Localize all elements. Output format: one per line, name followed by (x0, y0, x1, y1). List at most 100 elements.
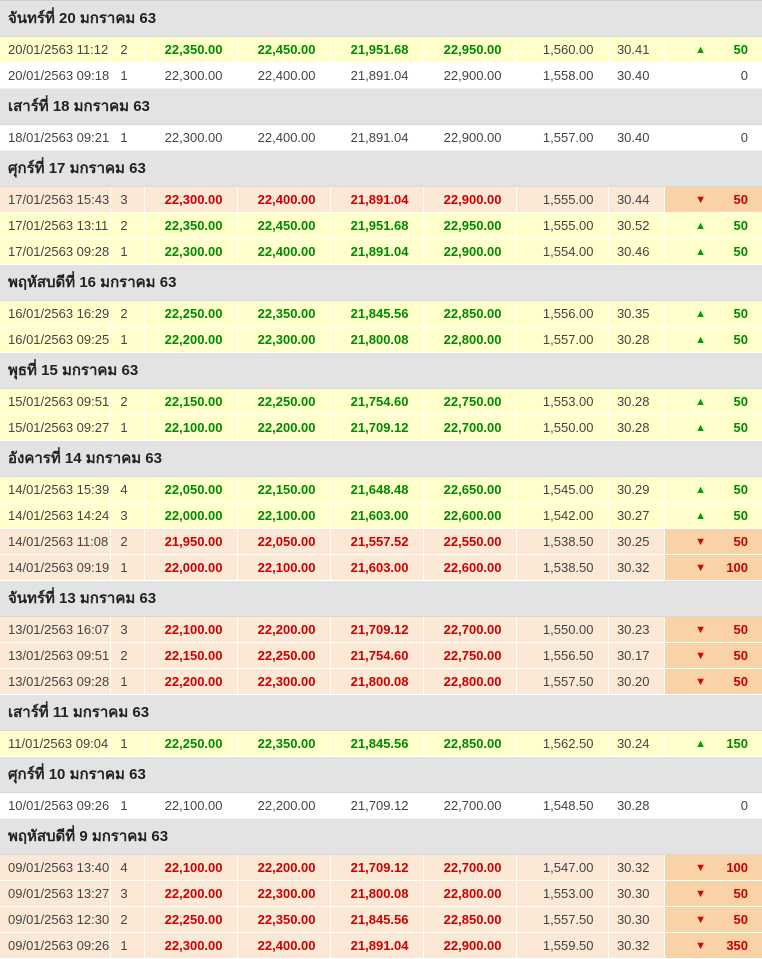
ornament-buy-price: 21,557.52 (330, 528, 424, 555)
price-row: 09/01/2563 13:40 4 22,100.00 22,200.00 21,70… (0, 854, 762, 881)
row-datetime: 10/01/2563 09:26 (0, 792, 111, 819)
date-group-label: พฤหัสบดีที่ 9 มกราคม 63 (0, 818, 762, 855)
gold-spot-value: 1,550.00 (516, 414, 609, 441)
bullion-buy-price: 22,350.00 (144, 36, 238, 63)
date-group-label: จันทร์ที่ 20 มกราคม 63 (0, 0, 762, 37)
change-cell: ▲ 50 (664, 388, 762, 415)
gold-spot-value: 1,538.50 (516, 554, 609, 581)
down-arrow-icon: ▼ (695, 676, 707, 688)
change-cell: ▼ 50 (664, 880, 762, 907)
change-cell: ▼ 350 (664, 932, 762, 959)
bullion-buy-price: 22,150.00 (144, 642, 238, 669)
price-row: 17/01/2563 15:43 3 22,300.00 22,400.00 21,89… (0, 186, 762, 213)
ornament-buy-price: 21,709.12 (330, 854, 424, 881)
bullion-buy-price: 22,200.00 (144, 326, 238, 353)
up-arrow-icon: ▲ (695, 308, 707, 320)
gold-spot-value: 1,557.50 (516, 906, 609, 933)
ornament-buy-price: 21,891.04 (330, 186, 424, 213)
gold-spot-value: 1,556.00 (516, 300, 609, 327)
row-sequence-number: 1 (110, 554, 145, 581)
change-cell: ▼ 50 (664, 668, 762, 695)
change-value: 50 (733, 482, 749, 497)
exchange-rate-value: 30.28 (608, 414, 665, 441)
bullion-sell-price: 22,400.00 (237, 238, 331, 265)
price-row: 09/01/2563 12:30 2 22,250.00 22,350.00 21,84… (0, 906, 762, 933)
row-datetime: 14/01/2563 11:08 (0, 528, 111, 555)
change-value: 50 (733, 912, 749, 927)
bullion-buy-price: 22,300.00 (144, 238, 238, 265)
row-datetime: 15/01/2563 09:27 (0, 414, 111, 441)
row-datetime: 20/01/2563 11:12 (0, 36, 111, 63)
change-value: 50 (733, 394, 749, 409)
row-datetime: 09/01/2563 13:27 (0, 880, 111, 907)
bullion-sell-price: 22,300.00 (237, 668, 331, 695)
date-group-header: พฤหัสบดีที่ 16 มกราคม 63 (0, 264, 762, 301)
gold-spot-value: 1,555.00 (516, 186, 609, 213)
date-group-label: พฤหัสบดีที่ 16 มกราคม 63 (0, 264, 762, 301)
ornament-buy-price: 21,951.68 (330, 36, 424, 63)
ornament-sell-price: 22,850.00 (423, 730, 517, 757)
ornament-sell-price: 22,750.00 (423, 388, 517, 415)
price-row: 10/01/2563 09:26 1 22,100.00 22,200.00 21,70… (0, 792, 762, 819)
bullion-sell-price: 22,350.00 (237, 300, 331, 327)
row-datetime: 14/01/2563 09:19 (0, 554, 111, 581)
change-value: 50 (733, 192, 749, 207)
price-row: 09/01/2563 09:26 1 22,300.00 22,400.00 21,89… (0, 932, 762, 959)
ornament-buy-price: 21,845.56 (330, 730, 424, 757)
gold-spot-value: 1,538.50 (516, 528, 609, 555)
change-value: 50 (733, 218, 749, 233)
change-value: 150 (726, 736, 749, 751)
change-cell: ▲ 50 (664, 36, 762, 63)
exchange-rate-value: 30.46 (608, 238, 665, 265)
price-row: 20/01/2563 11:12 2 22,350.00 22,450.00 21,95… (0, 36, 762, 63)
date-group-label: อังคารที่ 14 มกราคม 63 (0, 440, 762, 477)
change-value: 100 (726, 860, 749, 875)
date-group-label: ศุกร์ที่ 10 มกราคม 63 (0, 756, 762, 793)
gold-spot-value: 1,545.00 (516, 476, 609, 503)
ornament-buy-price: 21,891.04 (330, 932, 424, 959)
up-arrow-icon: ▲ (695, 396, 707, 408)
change-value: 0 (740, 68, 749, 83)
bullion-buy-price: 22,000.00 (144, 554, 238, 581)
row-datetime: 09/01/2563 13:40 (0, 854, 111, 881)
bullion-buy-price: 22,350.00 (144, 212, 238, 239)
bullion-buy-price: 22,250.00 (144, 300, 238, 327)
exchange-rate-value: 30.29 (608, 476, 665, 503)
change-cell: ▲ 50 (664, 502, 762, 529)
change-cell: 0 (664, 792, 762, 819)
row-sequence-number: 1 (110, 414, 145, 441)
ornament-buy-price: 21,754.60 (330, 388, 424, 415)
gold-spot-value: 1,542.00 (516, 502, 609, 529)
gold-spot-value: 1,548.50 (516, 792, 609, 819)
date-group-header: จันทร์ที่ 13 มกราคม 63 (0, 580, 762, 617)
gold-spot-value: 1,558.00 (516, 62, 609, 89)
exchange-rate-value: 30.32 (608, 554, 665, 581)
change-value: 50 (733, 674, 749, 689)
gold-spot-value: 1,553.00 (516, 880, 609, 907)
date-group-header: เสาร์ที่ 11 มกราคม 63 (0, 694, 762, 731)
row-sequence-number: 3 (110, 880, 145, 907)
change-value: 50 (733, 332, 749, 347)
change-value: 50 (733, 42, 749, 57)
bullion-buy-price: 22,300.00 (144, 932, 238, 959)
price-row: 11/01/2563 09:04 1 22,250.00 22,350.00 21,84… (0, 730, 762, 757)
date-group-header: พุธที่ 15 มกราคม 63 (0, 352, 762, 389)
date-group-label: จันทร์ที่ 13 มกราคม 63 (0, 580, 762, 617)
ornament-sell-price: 22,900.00 (423, 932, 517, 959)
ornament-buy-price: 21,845.56 (330, 300, 424, 327)
ornament-sell-price: 22,700.00 (423, 792, 517, 819)
down-arrow-icon: ▼ (695, 914, 707, 926)
change-value: 50 (733, 622, 749, 637)
exchange-rate-value: 30.24 (608, 730, 665, 757)
row-datetime: 20/01/2563 09:18 (0, 62, 111, 89)
row-sequence-number: 1 (110, 668, 145, 695)
ornament-sell-price: 22,900.00 (423, 238, 517, 265)
change-cell: ▲ 50 (664, 326, 762, 353)
row-sequence-number: 3 (110, 502, 145, 529)
change-cell: ▲ 50 (664, 414, 762, 441)
exchange-rate-value: 30.35 (608, 300, 665, 327)
bullion-buy-price: 22,200.00 (144, 668, 238, 695)
bullion-sell-price: 22,200.00 (237, 854, 331, 881)
exchange-rate-value: 30.52 (608, 212, 665, 239)
